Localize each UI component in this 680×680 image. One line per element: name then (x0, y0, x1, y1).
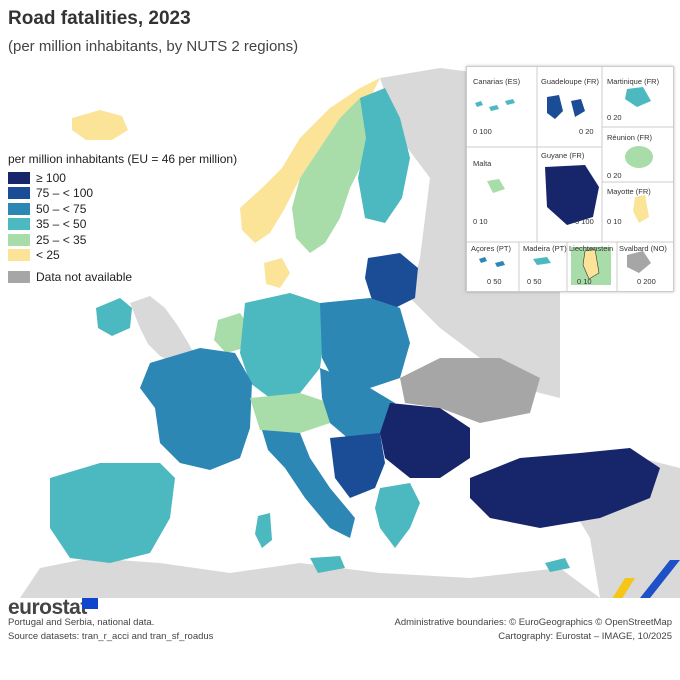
region-germany (240, 293, 325, 398)
footnote: Portugal and Serbia, national data. (8, 617, 155, 628)
inset-label-acores: Açores (PT) (471, 244, 512, 253)
legend-swatch (8, 202, 30, 215)
region-iberia (50, 463, 175, 563)
stripe-yellow (612, 578, 635, 598)
legend-label: 25 – < 35 (36, 232, 87, 247)
eurostat-logo: eurostat (8, 596, 87, 619)
legend-swatch (8, 218, 30, 231)
inset-scale-malta: 0 10 (473, 217, 488, 226)
legend-item-75-100: 75 – < 100 (8, 186, 237, 202)
region-romania-bulgaria (380, 403, 470, 478)
legend-label: < 25 (36, 248, 60, 263)
legend-label: 75 – < 100 (36, 186, 94, 201)
region-iceland (72, 110, 128, 140)
inset-label-malta: Malta (473, 159, 492, 168)
legend-swatch (8, 233, 30, 246)
inset-scale-martinique: 0 20 (607, 113, 622, 122)
legend-item-25-35: 25 – < 35 (8, 232, 237, 248)
region-norway (240, 78, 380, 243)
inset-scale-acores: 0 50 (487, 277, 502, 286)
inset-scale-mayotte: 0 10 (607, 217, 622, 226)
legend-label: 35 – < 50 (36, 217, 87, 232)
legend-item-50-75: 50 – < 75 (8, 201, 237, 217)
region-sweden (292, 98, 372, 253)
legend-heading: per million inhabitants (EU = 46 per mil… (8, 152, 238, 166)
inset-scale-liechtenstein: 0 10 (577, 277, 592, 286)
inset-label-mayotte: Mayotte (FR) (607, 187, 651, 196)
legend-item-35-50: 35 – < 50 (8, 217, 237, 233)
inset-scale-madeira: 0 50 (527, 277, 542, 286)
inset-label-guadeloupe: Guadeloupe (FR) (541, 77, 599, 86)
region-central (320, 368, 395, 440)
map-subtitle: (per million inhabitants, by NUTS 2 regi… (8, 38, 299, 55)
region-sicily (310, 556, 345, 573)
africa-land (20, 558, 600, 598)
inset-label-guyane: Guyane (FR) (541, 151, 585, 160)
eu-flag-icon (82, 598, 98, 609)
legend-swatch (8, 270, 30, 283)
uk-land (130, 296, 196, 368)
region-turkey (470, 448, 660, 528)
inset-scale-guyane: 0 100 (575, 217, 594, 226)
inset-label-canarias: Canarias (ES) (473, 77, 521, 86)
inset-label-madeira: Madeira (PT) (523, 244, 567, 253)
stripe-blue (640, 560, 680, 598)
region-poland (320, 298, 410, 388)
boundaries-credit: Administrative boundaries: © EuroGeograp… (394, 617, 673, 628)
inset-scale-reunion: 0 20 (607, 171, 622, 180)
region-italy (262, 430, 355, 538)
region-sardinia (255, 513, 272, 548)
cartography-credit: Cartography: Eurostat – IMAGE, 10/2025 (498, 631, 672, 642)
inset-scale-canarias: 0 100 (473, 127, 492, 136)
inset-label-liechtenstein: Liechtenstein (569, 244, 614, 253)
legend: per million inhabitants (EU = 46 per mil… (8, 152, 237, 285)
legend-swatch (8, 171, 30, 184)
legend-item-ge100: ≥ 100 (8, 170, 237, 186)
region-ukraine (400, 358, 540, 423)
inset-label-reunion: Réunion (FR) (607, 133, 653, 142)
inset-dividers (467, 67, 673, 291)
region-finland (358, 88, 410, 223)
inset-label-martinique: Martinique (FR) (607, 77, 660, 86)
legend-label: Data not available (36, 269, 133, 284)
legend-item-lt25: < 25 (8, 248, 237, 264)
region-denmark (264, 258, 290, 288)
region-ireland (96, 298, 132, 336)
inset-label-svalbard: Svalbard (NO) (619, 244, 667, 253)
legend-item-na: Data not available (8, 269, 237, 285)
region-cyprus (545, 558, 570, 572)
legend-swatch (8, 249, 30, 262)
region-france (140, 348, 252, 470)
legend-swatch (8, 187, 30, 200)
region-alps (250, 393, 330, 433)
inset-scale-guadeloupe: 0 20 (579, 127, 594, 136)
region-baltics (365, 253, 418, 308)
source-note: Source datasets: tran_r_acci and tran_sf… (8, 631, 214, 642)
region-balkans (330, 433, 385, 498)
inset-panel: Canarias (ES) 0 100 Guadeloupe (FR) 0 20… (466, 66, 674, 292)
region-greece (375, 483, 420, 548)
legend-label: 50 – < 75 (36, 201, 87, 216)
legend-label: ≥ 100 (36, 170, 66, 185)
inset-scale-svalbard: 0 200 (637, 277, 656, 286)
map-title: Road fatalities, 2023 (8, 8, 191, 29)
